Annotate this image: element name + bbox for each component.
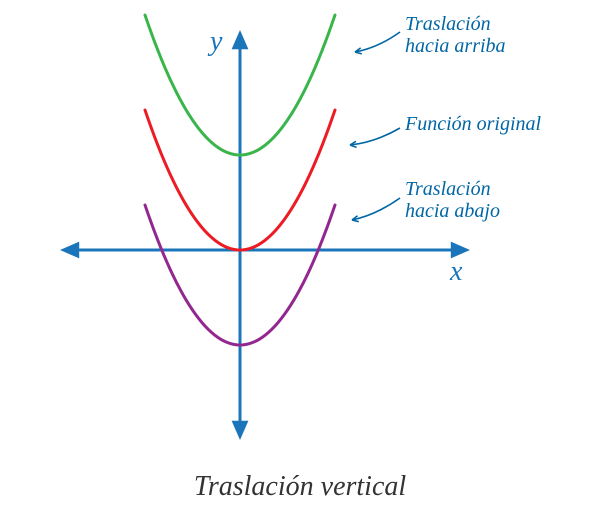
- y-axis-label: y: [207, 26, 223, 57]
- annotation-arrow-original: [350, 128, 400, 145]
- annotation-label-up: Traslación: [405, 13, 491, 35]
- annotation-arrow-down: [352, 198, 400, 220]
- diagram-title: Traslación vertical: [194, 471, 407, 502]
- diagram-container: { "diagram": { "type": "mathematical-dia…: [0, 0, 600, 520]
- annotation-label-down: Traslación: [405, 178, 491, 200]
- annotation-arrow-up: [355, 32, 400, 52]
- annotation-label-original: Función original: [404, 113, 542, 135]
- chart-svg: yxTraslaciónhacia arribaFunción original…: [0, 0, 600, 520]
- annotation-label2-down: hacia abajo: [405, 200, 500, 222]
- x-axis-label: x: [449, 256, 463, 287]
- annotation-label2-up: hacia arriba: [405, 35, 506, 57]
